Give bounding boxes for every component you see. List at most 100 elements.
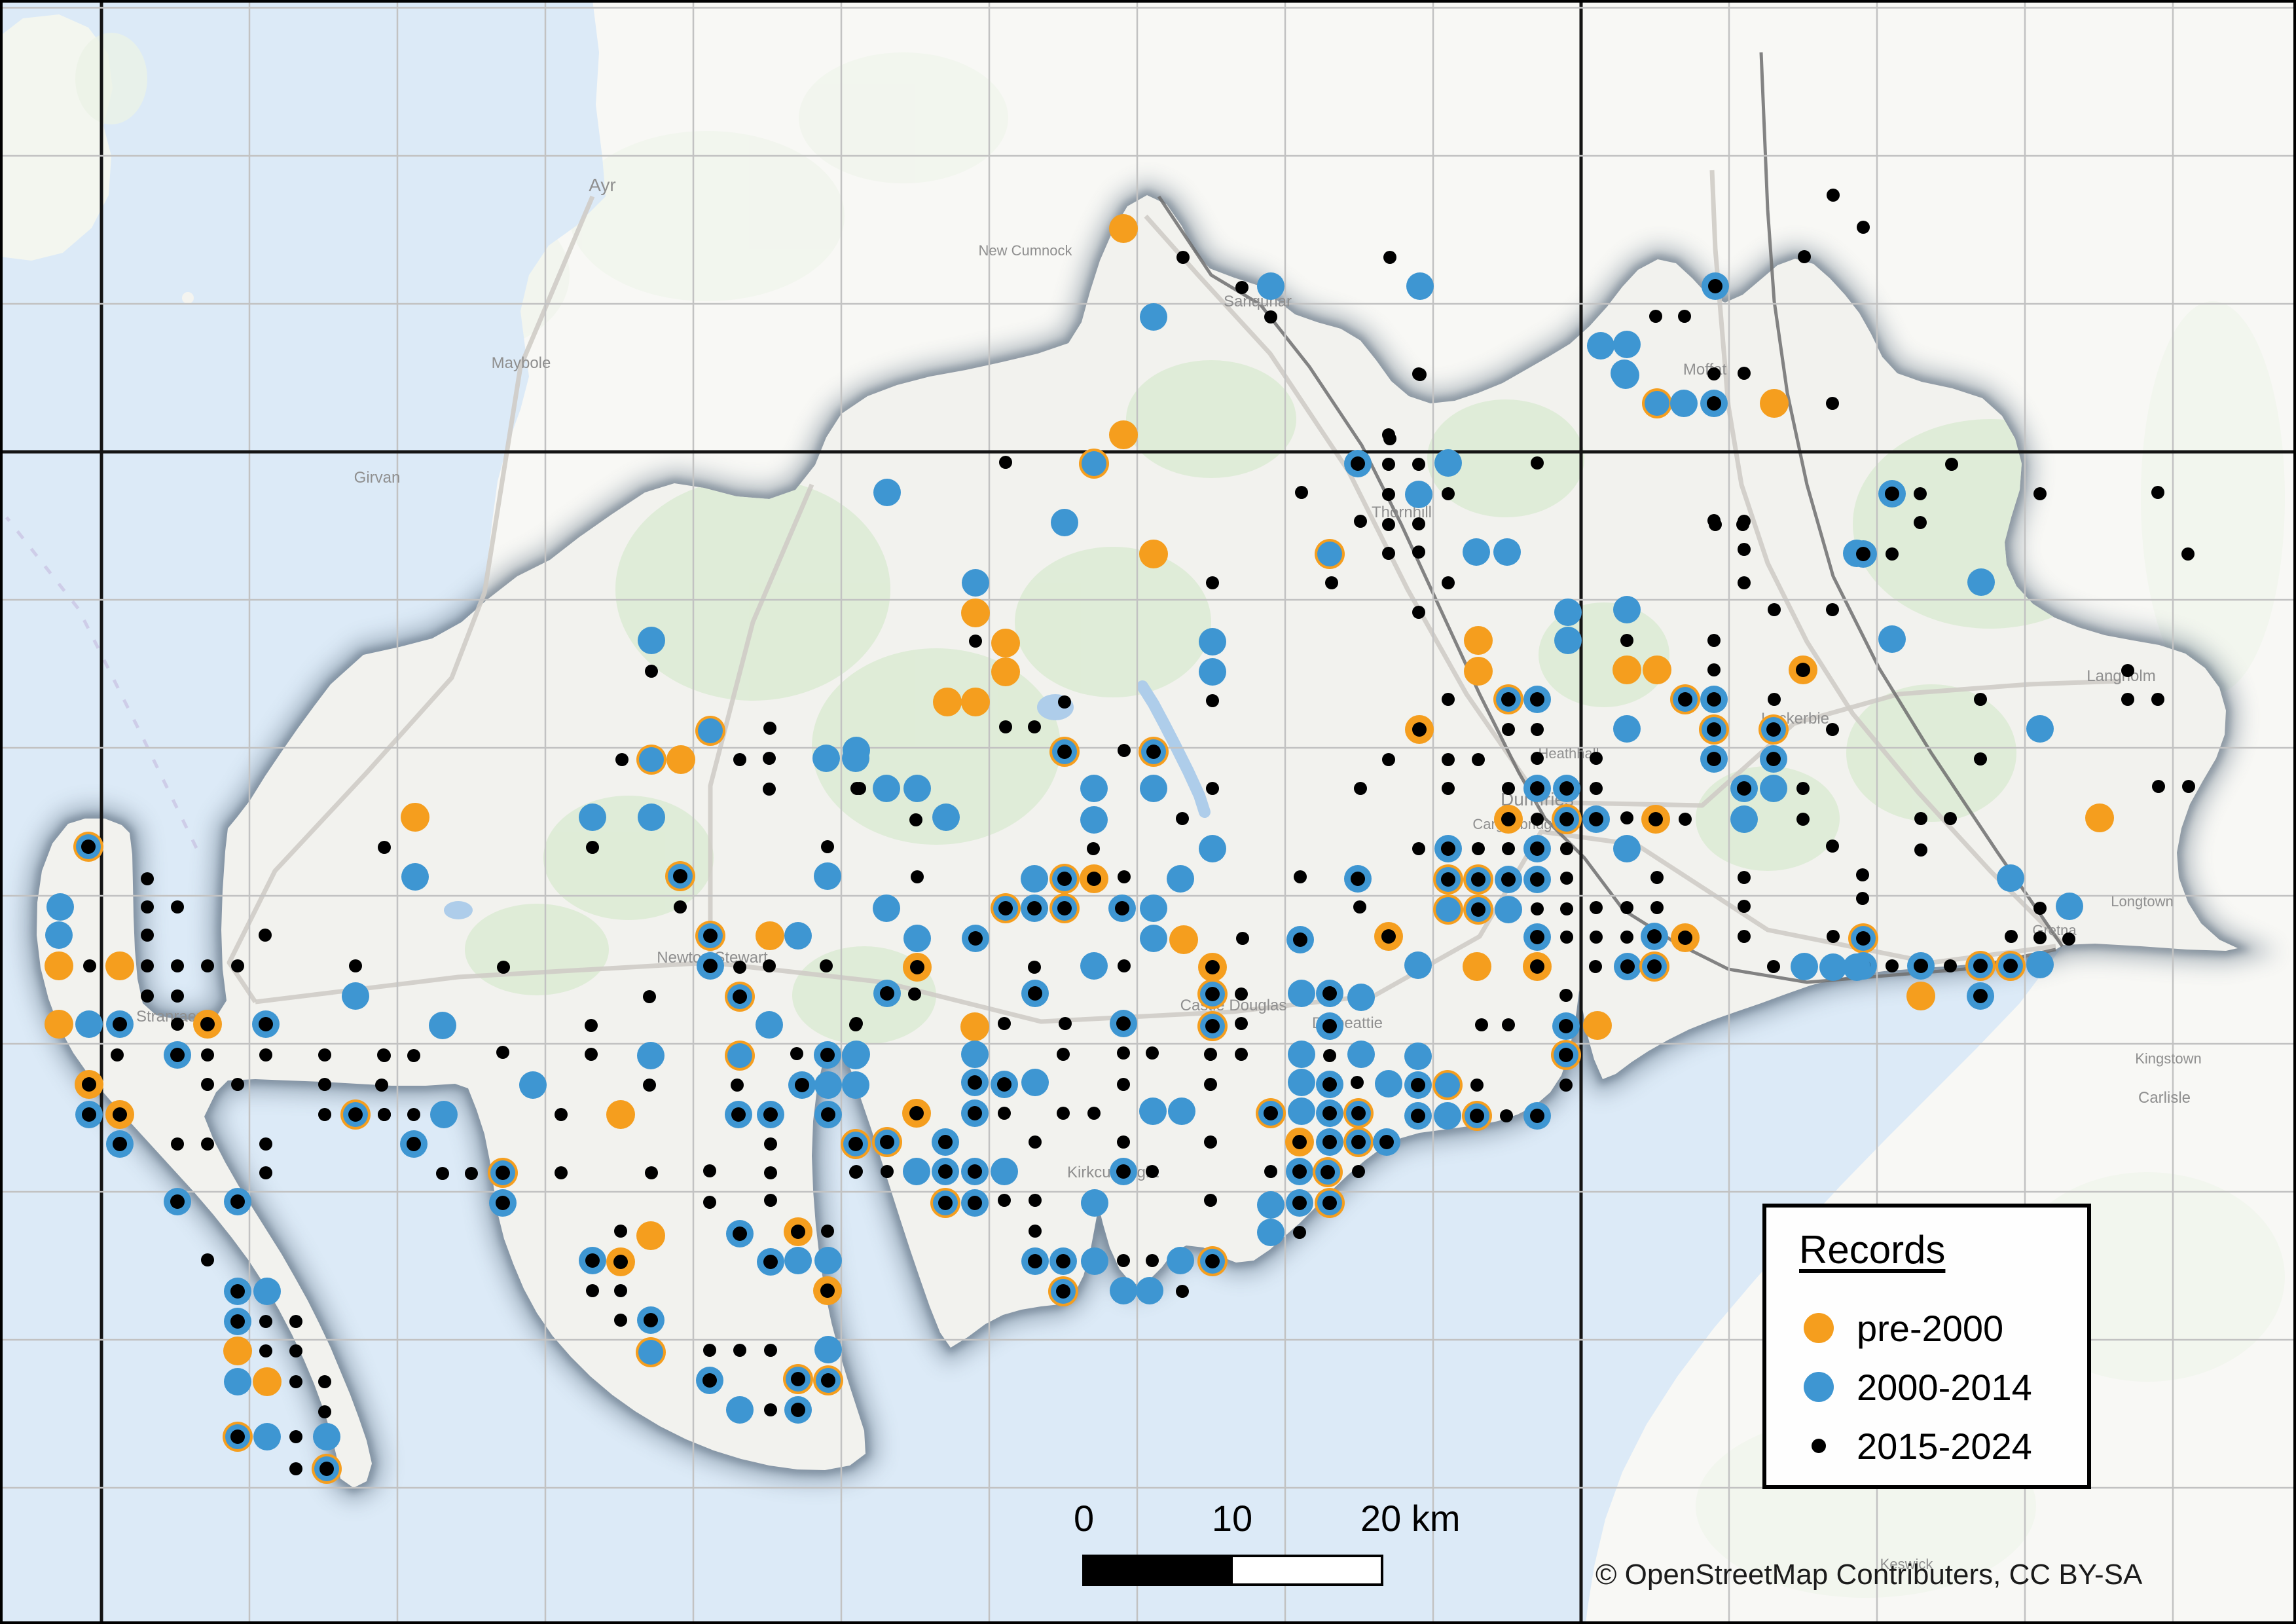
record-dot-k [1117, 1078, 1130, 1091]
record-dot-k [1707, 663, 1721, 676]
record-dot-bk [1730, 775, 1758, 802]
record-dot-k [1974, 693, 1987, 706]
town-label: Ayr [589, 175, 616, 195]
record-dot-b [1021, 865, 1048, 893]
record-dot-b [1463, 538, 1490, 566]
record-dot-bk [1434, 835, 1462, 862]
record-dot-b [1080, 775, 1108, 802]
record-dot-k [318, 1048, 331, 1061]
town-label: Carlisle [2138, 1089, 2191, 1107]
record-dot-k [1412, 842, 1425, 855]
record-dot-k [1531, 752, 1544, 765]
record-dot-k [1679, 813, 1692, 826]
record-dot-obk [1462, 1101, 1492, 1131]
record-dot-b [1257, 272, 1285, 300]
record-dot-b [224, 1368, 251, 1395]
record-dot-k [259, 1166, 272, 1179]
record-dot-ok [902, 1099, 931, 1128]
record-dot-k [1146, 1046, 1159, 1060]
record-dot-k [908, 987, 921, 1001]
legend-item-label: pre-2000 [1857, 1307, 2004, 1349]
record-dot-bk [1552, 1012, 1580, 1040]
record-dot-k [1768, 603, 1781, 616]
record-dot-k [231, 959, 244, 972]
record-dot-k [289, 1315, 302, 1328]
scalebar-white-segment [1233, 1557, 1381, 1583]
record-dot-k [1590, 752, 1603, 765]
record-dot-obk [1552, 804, 1582, 834]
record-dot-k [1146, 1165, 1159, 1178]
town-label: Keswick [1880, 1556, 1934, 1572]
record-dot-b [253, 1423, 281, 1450]
record-dot-bk [1523, 1102, 1551, 1130]
record-dot-bk [1286, 926, 1314, 953]
record-dot-obk [1699, 714, 1729, 745]
record-dot-k [259, 1344, 272, 1357]
record-dot-bk [106, 1010, 134, 1038]
record-dot-k [201, 1137, 214, 1151]
record-dot-k [141, 900, 154, 913]
record-dot-k [201, 959, 214, 972]
record-dot-k [1323, 1049, 1336, 1062]
record-dot-ok [1494, 805, 1523, 834]
record-dot-obk [1256, 1098, 1286, 1128]
record-dot-k [1531, 456, 1544, 470]
record-dot-o [1583, 1011, 1612, 1040]
record-dot-ok [784, 1217, 812, 1246]
record-dot-bk [1702, 272, 1729, 300]
record-dot-k [1117, 1254, 1130, 1267]
record-dot-b [2026, 715, 2054, 743]
record-dot-k [703, 1196, 716, 1209]
record-dot-bk [932, 1128, 959, 1156]
record-dot-k [1176, 812, 1189, 825]
record-dot-k [850, 1017, 863, 1030]
record-dot-k [763, 783, 776, 796]
record-dot-ok [1789, 655, 1817, 684]
record-dot-bk [1700, 686, 1728, 713]
record-dot-k [1353, 900, 1366, 913]
record-dot-b [253, 1278, 281, 1305]
record-dot-k [1590, 931, 1603, 944]
record-dot-k [731, 1079, 744, 1092]
record-dot-k [764, 1166, 777, 1179]
record-dot-k [171, 900, 184, 913]
record-dot-b [1375, 1070, 1402, 1098]
record-dot-bk [75, 1101, 103, 1128]
record-dot-b [812, 745, 840, 772]
record-dot-bk [1523, 835, 1551, 862]
record-dot-k [1442, 487, 1455, 500]
record-dot-b [638, 803, 665, 831]
record-dot-ok [105, 1100, 134, 1129]
record-dot-o [991, 657, 1020, 686]
record-dot-o [991, 629, 1020, 657]
record-dot-b [1136, 1277, 1163, 1304]
record-dot-bk [1316, 1128, 1343, 1156]
record-dot-ok [1080, 864, 1108, 893]
record-dot-k [1382, 547, 1395, 560]
record-dot-k [763, 959, 776, 972]
record-dot-bk [725, 1101, 752, 1128]
record-dot-b [1613, 835, 1641, 862]
record-dot-obk [841, 1129, 871, 1159]
record-dot-bk [1316, 1099, 1343, 1127]
record-dot-b [1288, 1098, 1315, 1125]
record-dot-k [1029, 1135, 1042, 1149]
scalebar [1082, 1555, 1383, 1586]
record-dot-k [1412, 606, 1425, 619]
town-label: Girvan [354, 469, 401, 487]
record-dot-bk [224, 1188, 251, 1215]
record-dot-k [821, 840, 834, 853]
record-dot-k [141, 989, 154, 1003]
record-dot-b [1080, 806, 1108, 834]
record-dot-obk [1197, 1011, 1228, 1041]
record-dot-k [1707, 367, 1721, 380]
record-dot-k [1826, 397, 1839, 410]
record-dot-k [83, 959, 96, 972]
record-dot-o [1464, 626, 1493, 655]
record-dot-k [614, 1225, 627, 1238]
record-dot-obk [223, 1422, 253, 1452]
record-dot-k [1826, 840, 1839, 853]
record-dot-k [1204, 1078, 1217, 1091]
record-dot-k [1383, 251, 1396, 264]
record-dot-b [873, 479, 901, 506]
